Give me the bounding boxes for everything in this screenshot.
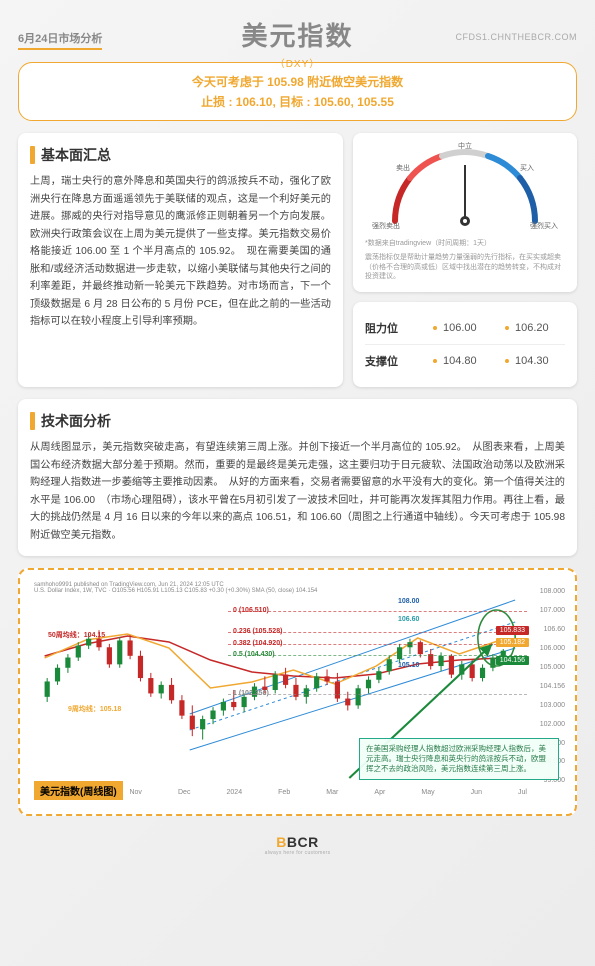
technical-title: 技术面分析	[30, 411, 565, 431]
y-tick: 102.000	[531, 721, 565, 728]
chart-annotation: 9周均线：105.18	[68, 704, 121, 714]
dot-icon	[505, 359, 509, 363]
gauge-footnote1: *数据来自tradingview（时间周期：1天）	[365, 239, 565, 249]
technical-card: 技术面分析 从周线图显示，美元指数突破走高，有望连续第三周上涨。并创下接近一个半…	[18, 399, 577, 556]
price-tag: 104.156	[496, 656, 529, 665]
dot-icon	[433, 326, 437, 330]
dot-icon	[433, 359, 437, 363]
dot-icon	[505, 326, 509, 330]
y-tick: 103.000	[531, 702, 565, 709]
footer-tagline: always here for customers	[18, 850, 577, 856]
y-tick: 108.000	[531, 588, 565, 595]
levels-card: 阻力位 106.00 106.20 支撑位 104.80 104.30	[353, 302, 577, 387]
resistance-row: 阻力位 106.00 106.20	[365, 314, 565, 342]
header: 6月24日市场分析 美元指数 （DXY） CFDS1.CHNTHEBCR.COM	[18, 16, 577, 50]
y-tick: 105.000	[531, 664, 565, 671]
chart-annotation: 105.10	[398, 662, 419, 669]
gauge-icon	[370, 143, 560, 231]
support-val-1: 104.30	[515, 355, 565, 367]
gauge-footnote2: 震荡指标仅是帮助计量趋势力量强弱的先行指标，在买实或超卖（价格不合理的高或低）区…	[365, 253, 565, 282]
price-chart: samhoho9991 published on TradingView.com…	[28, 578, 567, 806]
x-tick: Mar	[326, 789, 338, 796]
x-tick: May	[421, 789, 434, 796]
x-tick: Feb	[278, 789, 290, 796]
resistance-label: 阻力位	[365, 320, 421, 336]
title-block: 美元指数 （DXY）	[241, 16, 353, 70]
y-tick: 106.60	[531, 626, 565, 633]
chart-annotation: 50周均线：104.15	[48, 630, 105, 640]
support-label: 支撑位	[365, 353, 421, 369]
support-row: 支撑位 104.80 104.30	[365, 347, 565, 375]
fundamentals-body: 上周，瑞士央行的意外降息和英国央行的鸽派按兵不动，强化了欧洲央行在降息方面遥遥领…	[30, 173, 331, 331]
fib-line	[228, 611, 527, 612]
strategy-line1: 今天可考虑于 105.98 附近做空美元指数	[35, 73, 560, 90]
gauge-card: 强烈卖出 卖出 中立 买入 强烈买入 *数据来自tradingview（时间周期…	[353, 133, 577, 292]
price-tag: 105.182	[496, 638, 529, 647]
x-tick: Nov	[129, 789, 141, 796]
support-val-0: 104.80	[443, 355, 493, 367]
page-title: 美元指数	[241, 16, 353, 53]
y-tick: 107.000	[531, 607, 565, 614]
gauge-label-neutral: 中立	[458, 141, 472, 151]
fundamentals-card: 基本面汇总 上周，瑞士央行的意外降息和英国央行的鸽派按兵不动，强化了欧洲央行在降…	[18, 133, 343, 387]
gauge-label-buy: 买入	[520, 163, 534, 173]
chart-annotation: 0 (106.510)	[233, 607, 269, 614]
chart-annotation: 0.236 (105.528)	[233, 628, 282, 635]
footer: BBCR always here for customers	[18, 826, 577, 856]
site-url: CFDS1.CHNTHEBCR.COM	[455, 32, 577, 42]
fib-line	[228, 694, 527, 695]
chart-note: 在美国采购经理人指数超过欧洲采购经理人指数后，美元走高。瑞士央行降息和英央行的鸽…	[359, 738, 559, 780]
resistance-val-0: 106.00	[443, 322, 493, 334]
chart-title: 美元指数(周线图)	[34, 781, 123, 800]
x-tick: 2024	[227, 789, 243, 796]
y-tick: 104.156	[531, 683, 565, 690]
price-tag: 105.833	[496, 626, 529, 635]
resistance-val-1: 106.20	[515, 322, 565, 334]
strategy-box: 今天可考虑于 105.98 附近做空美元指数 止损 : 106.10, 目标 :…	[18, 62, 577, 121]
page-subtitle: （DXY）	[241, 55, 353, 70]
gauge-label-strong-buy: 强烈买入	[530, 221, 558, 231]
chart-annotation: 106.60	[398, 616, 419, 623]
chart-card: samhoho9991 published on TradingView.com…	[18, 568, 577, 816]
x-tick: Jul	[518, 789, 527, 796]
x-tick: Apr	[374, 789, 385, 796]
chart-annotation: 108.00	[398, 598, 419, 605]
y-tick: 106.000	[531, 645, 565, 652]
footer-logo: BBCR	[18, 834, 577, 850]
separator	[365, 344, 565, 345]
gauge-label-sell: 卖出	[396, 163, 410, 173]
x-tick: Dec	[178, 789, 190, 796]
chart-annotation: 0.382 (104.920)	[233, 640, 282, 647]
technical-body: 从周线图显示，美元指数突破走高，有望连续第三周上涨。并创下接近一个半月高位的 1…	[30, 439, 565, 544]
fundamentals-title: 基本面汇总	[30, 145, 331, 165]
chart-annotation: 0.5 (104.430)	[233, 651, 275, 658]
gauge-label-strong-sell: 强烈卖出	[372, 221, 400, 231]
strategy-line2: 止损 : 106.10, 目标 : 105.60, 105.55	[35, 93, 560, 110]
chart-annotation: 1 (102.350)	[233, 690, 269, 697]
x-tick: Jun	[471, 789, 482, 796]
date-tag: 6月24日市场分析	[18, 30, 102, 50]
